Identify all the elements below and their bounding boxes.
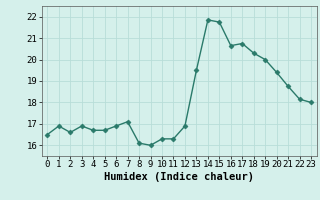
X-axis label: Humidex (Indice chaleur): Humidex (Indice chaleur) bbox=[104, 172, 254, 182]
